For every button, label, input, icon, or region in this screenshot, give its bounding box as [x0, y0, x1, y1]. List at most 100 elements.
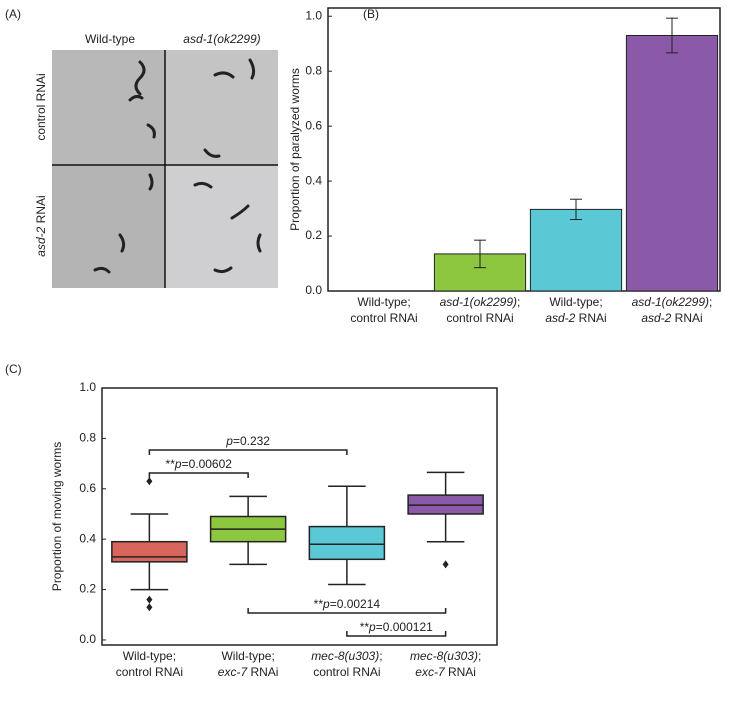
y-tick-label: 0.8: [305, 63, 322, 77]
x-tick-label: Wild-type;: [123, 649, 176, 663]
outlier: [146, 595, 153, 604]
micrographs: [52, 50, 278, 288]
y-tick-label: 0.0: [305, 283, 322, 297]
worm: [256, 233, 262, 253]
worm: [128, 94, 144, 102]
x-tick-label: Wild-type;: [549, 295, 602, 309]
y-tick-label: 0.0: [79, 632, 96, 646]
x-tick-label: exc-7 RNAi: [415, 665, 476, 679]
text-run: Wild-type;: [123, 649, 176, 663]
text-run: control RNAi: [116, 665, 183, 679]
text-run: RNAi: [671, 311, 702, 325]
panel-label: (B): [363, 7, 379, 21]
x-tick-label: asd-2 RNAi: [641, 311, 702, 325]
text-run: p: [174, 457, 182, 471]
x-tick-label: control RNAi: [313, 665, 380, 679]
text-run: asd-2: [34, 226, 48, 256]
worm: [146, 123, 156, 139]
image: [165, 165, 278, 288]
text-run: asd-2: [641, 311, 671, 325]
text-run: ;: [478, 649, 481, 663]
text-run: **: [166, 457, 176, 471]
y-axis-label: Proportion of paralyzed worms: [288, 68, 302, 231]
text-run: Wild-type;: [357, 295, 410, 309]
annotation: p=0.232: [225, 434, 270, 448]
text-run: RNAi: [247, 665, 278, 679]
panel-label: (C): [5, 362, 22, 376]
x-tick-label: control RNAi: [350, 311, 417, 325]
text-run: ;: [517, 295, 520, 309]
bracket: [148, 472, 249, 478]
text-run: asd-2: [545, 311, 575, 325]
x-tick-label: asd-1(ok2299);: [440, 295, 521, 309]
outlier: [146, 603, 153, 612]
bracket: [346, 631, 447, 637]
text-run: control RNAi: [34, 73, 48, 140]
row-label: control RNAi: [34, 73, 48, 140]
text-run: =0.00602: [182, 457, 233, 471]
text-run: p: [322, 597, 330, 611]
text-run: p: [368, 620, 376, 634]
text-run: RNAi: [445, 665, 476, 679]
x-tick-label: Wild-type;: [357, 295, 410, 309]
text-run: asd-1(ok2299): [632, 295, 709, 309]
text-run: asd-1(ok2299): [440, 295, 517, 309]
y-tick-label: 0.2: [79, 582, 96, 596]
worm: [93, 266, 111, 274]
text-run: ;: [379, 649, 382, 663]
y-axis-label: Proportion of moving worms: [50, 442, 64, 591]
text-run: exc-7: [218, 665, 249, 679]
y-tick-label: 0.8: [79, 431, 96, 445]
text-run: control RNAi: [313, 665, 380, 679]
text-run: control RNAi: [350, 311, 417, 325]
image: [165, 50, 278, 165]
worm: [213, 266, 233, 274]
x-tick-label: exc-7 RNAi: [218, 665, 279, 679]
column-label: asd-1(ok2299): [183, 32, 260, 46]
bracket: [148, 449, 348, 455]
bar: [529, 208, 623, 292]
text-run: Wild-type;: [221, 649, 274, 663]
panel-label: (A): [5, 7, 21, 21]
worm: [230, 204, 250, 220]
image: [52, 50, 165, 165]
text-run: ;: [709, 295, 712, 309]
outlier: [146, 477, 153, 486]
text-run: RNAi: [575, 311, 606, 325]
text-run: mec-8(u303): [311, 649, 379, 663]
worm: [203, 148, 221, 158]
outlier: [442, 560, 449, 569]
x-tick-label: control RNAi: [446, 311, 513, 325]
x-tick-label: asd-2 RNAi: [545, 311, 606, 325]
annotation: **p=0.000121: [360, 620, 433, 634]
worm: [118, 233, 126, 253]
x-tick-label: asd-1(ok2299);: [632, 295, 713, 309]
text-run: =0.232: [233, 434, 270, 448]
text-run: control RNAi: [446, 311, 513, 325]
x-tick-label: control RNAi: [116, 665, 183, 679]
worm: [248, 58, 256, 80]
y-tick-label: 1.0: [79, 380, 96, 394]
worm: [213, 71, 235, 79]
x-tick-label: Wild-type;: [221, 649, 274, 663]
text-run: **: [314, 597, 324, 611]
y-tick-label: 0.6: [79, 481, 96, 495]
y-tick-label: 0.2: [305, 228, 322, 242]
text-run: exc-7: [415, 665, 446, 679]
bar: [625, 34, 719, 292]
row-label: asd-2 RNAi: [34, 195, 48, 256]
text-run: **: [360, 620, 370, 634]
text-run: mec-8(u303): [410, 649, 478, 663]
x-tick-label: mec-8(u303);: [410, 649, 481, 663]
text-run: Wild-type;: [549, 295, 602, 309]
y-tick-label: 0.4: [79, 531, 96, 545]
y-tick-label: 0.6: [305, 118, 322, 132]
text-run: p: [225, 434, 233, 448]
bracket: [247, 608, 447, 614]
x-tick-label: mec-8(u303);: [311, 649, 382, 663]
box: [111, 540, 188, 563]
image: [52, 165, 165, 288]
column-label: Wild-type: [85, 32, 135, 46]
worm: [193, 181, 213, 189]
